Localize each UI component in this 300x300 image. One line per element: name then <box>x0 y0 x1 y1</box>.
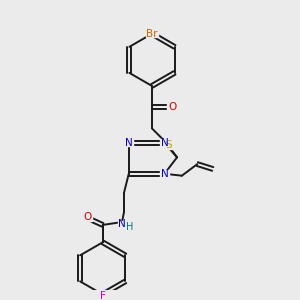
Text: N: N <box>125 138 133 148</box>
Text: N: N <box>160 138 168 148</box>
Text: Br: Br <box>146 29 158 39</box>
Bar <box>160 140 169 146</box>
Bar <box>167 103 177 111</box>
Bar <box>146 30 158 37</box>
Text: H: H <box>126 222 134 232</box>
Text: O: O <box>83 212 92 222</box>
Text: O: O <box>168 102 176 112</box>
Text: S: S <box>165 140 172 150</box>
Bar <box>163 141 174 149</box>
Text: N: N <box>118 219 126 229</box>
Text: N: N <box>160 169 168 179</box>
Bar <box>124 140 133 146</box>
Bar <box>98 292 107 300</box>
Text: F: F <box>100 291 106 300</box>
Bar <box>82 213 92 221</box>
Bar <box>118 220 126 227</box>
Bar <box>160 170 169 177</box>
Bar <box>126 224 134 230</box>
